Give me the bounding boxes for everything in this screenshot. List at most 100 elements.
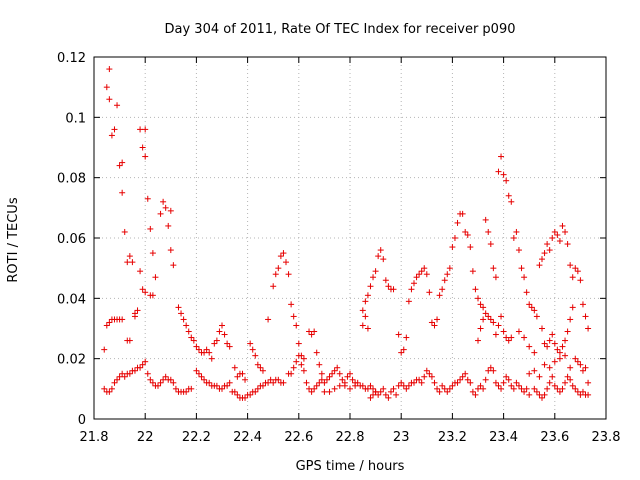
data-point xyxy=(303,380,309,386)
data-point xyxy=(437,292,443,298)
data-point xyxy=(406,298,412,304)
data-point xyxy=(219,322,225,328)
data-point xyxy=(452,235,458,241)
data-point xyxy=(552,359,558,365)
data-point xyxy=(521,335,527,341)
data-point xyxy=(583,313,589,319)
data-point xyxy=(252,353,258,359)
data-point xyxy=(168,208,174,214)
x-tick-label: 23.4 xyxy=(489,430,518,445)
data-point xyxy=(122,229,128,235)
data-point xyxy=(319,371,325,377)
data-point xyxy=(291,365,297,371)
data-point xyxy=(365,292,371,298)
y-tick-label: 0.04 xyxy=(57,292,86,307)
data-point xyxy=(565,329,571,335)
data-point xyxy=(549,332,555,338)
data-point xyxy=(536,262,542,268)
data-point xyxy=(383,277,389,283)
data-point xyxy=(147,226,153,232)
data-point xyxy=(273,271,279,277)
data-point xyxy=(531,368,537,374)
data-point xyxy=(485,229,491,235)
data-point xyxy=(498,154,504,160)
data-point xyxy=(145,371,151,377)
data-point xyxy=(165,223,171,229)
data-point xyxy=(577,277,583,283)
x-tick-label: 23.8 xyxy=(592,430,621,445)
data-point xyxy=(508,199,514,205)
grid xyxy=(94,57,606,419)
data-point xyxy=(168,247,174,253)
data-point xyxy=(467,244,473,250)
data-point xyxy=(585,326,591,332)
data-point xyxy=(501,380,507,386)
data-point xyxy=(360,307,366,313)
data-point xyxy=(434,316,440,322)
data-point xyxy=(483,377,489,383)
data-point xyxy=(380,256,386,262)
data-point xyxy=(521,274,527,280)
data-point xyxy=(342,383,348,389)
data-point xyxy=(544,241,550,247)
data-point xyxy=(498,313,504,319)
data-point xyxy=(337,371,343,377)
data-point xyxy=(163,205,169,211)
data-point xyxy=(552,341,558,347)
y-tick-label: 0.1 xyxy=(65,111,86,126)
data-point xyxy=(293,359,299,365)
data-point xyxy=(483,217,489,223)
data-point xyxy=(475,295,481,301)
data-point xyxy=(150,250,156,256)
data-point xyxy=(570,274,576,280)
data-point xyxy=(367,283,373,289)
data-point xyxy=(542,250,548,256)
data-point xyxy=(250,347,256,353)
data-point xyxy=(178,310,184,316)
data-point xyxy=(158,211,164,217)
data-point xyxy=(547,365,553,371)
data-point xyxy=(493,332,499,338)
data-point xyxy=(526,392,532,398)
data-point xyxy=(142,154,148,160)
data-point xyxy=(283,259,289,265)
data-point xyxy=(539,326,545,332)
data-point xyxy=(396,332,402,338)
data-point xyxy=(175,304,181,310)
data-point xyxy=(375,253,381,259)
data-point xyxy=(360,322,366,328)
data-point xyxy=(567,262,573,268)
data-point xyxy=(370,274,376,280)
data-point xyxy=(495,322,501,328)
data-point xyxy=(288,301,294,307)
data-point xyxy=(209,356,215,362)
data-point xyxy=(216,329,222,335)
data-point xyxy=(170,262,176,268)
data-point xyxy=(137,126,143,132)
data-point xyxy=(516,329,522,335)
data-point xyxy=(557,238,563,244)
data-point xyxy=(475,338,481,344)
data-point xyxy=(127,253,133,259)
data-point xyxy=(378,247,384,253)
y-tick-label: 0.08 xyxy=(57,172,86,187)
data-point xyxy=(549,374,555,380)
data-point xyxy=(570,304,576,310)
data-point xyxy=(314,350,320,356)
data-point xyxy=(513,229,519,235)
data-point xyxy=(160,199,166,205)
data-point xyxy=(337,383,343,389)
data-point xyxy=(547,247,553,253)
data-point xyxy=(562,229,568,235)
data-point xyxy=(470,268,476,274)
x-tick-label: 21.8 xyxy=(80,430,109,445)
data-point xyxy=(565,241,571,247)
data-point xyxy=(526,344,532,350)
data-point xyxy=(124,259,130,265)
data-point xyxy=(408,286,414,292)
data-point xyxy=(393,392,399,398)
data-point xyxy=(490,265,496,271)
data-point xyxy=(106,66,112,72)
data-point xyxy=(411,280,417,286)
data-point xyxy=(114,102,120,108)
